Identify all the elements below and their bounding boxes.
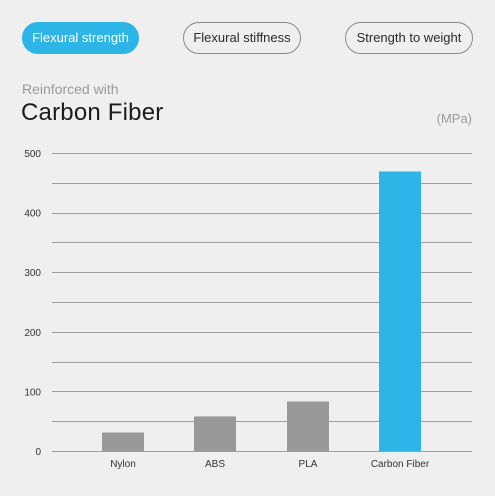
- tab-flexural-strength[interactable]: Flexural strength: [22, 22, 139, 54]
- bar-pla: [287, 401, 329, 451]
- unit-label: (MPa): [436, 111, 472, 126]
- y-tick-label: 200: [24, 328, 41, 339]
- bar-nylon: [102, 432, 144, 451]
- y-tick-label: 500: [24, 149, 41, 160]
- x-tick-label: PLA: [299, 459, 318, 470]
- chart-title: Carbon Fiber: [21, 99, 164, 126]
- y-tick-label: 0: [35, 447, 41, 458]
- metric-tab-bar: Flexural strength Flexural stiffness Str…: [22, 22, 473, 54]
- y-tick-label: 300: [24, 268, 41, 279]
- y-tick-label: 400: [24, 209, 41, 220]
- chart-subtitle: Reinforced with: [22, 81, 119, 97]
- x-tick-label: ABS: [205, 459, 225, 470]
- x-tick-label: Nylon: [110, 459, 136, 470]
- bar-carbon-fiber: [379, 171, 421, 451]
- tab-flexural-stiffness[interactable]: Flexural stiffness: [183, 22, 301, 54]
- bar-abs: [194, 416, 236, 451]
- tab-strength-to-weight[interactable]: Strength to weight: [345, 22, 473, 54]
- y-tick-label: 100: [24, 387, 41, 398]
- x-tick-label: Carbon Fiber: [371, 459, 430, 470]
